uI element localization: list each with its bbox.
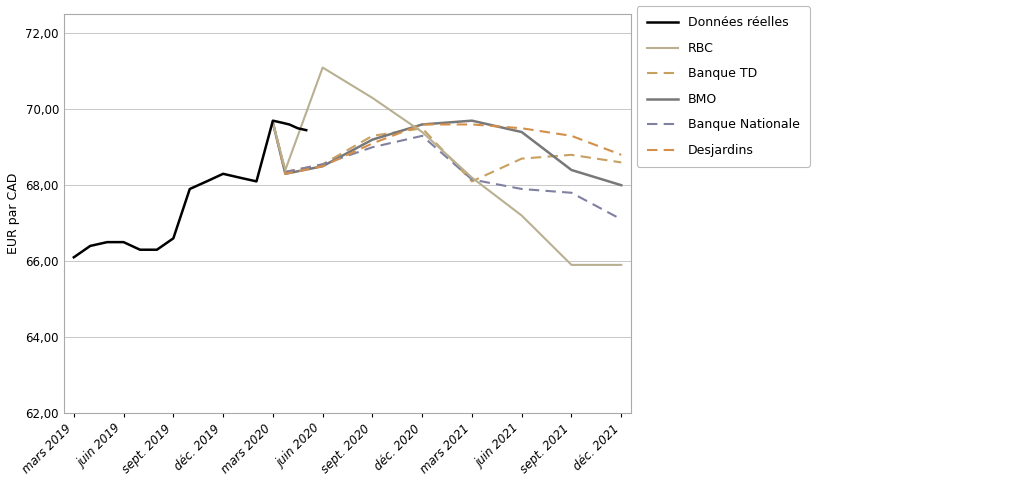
Legend: Données réelles, RBC, Banque TD, BMO, Banque Nationale, Desjardins: Données réelles, RBC, Banque TD, BMO, Ba… xyxy=(637,6,810,167)
RBC xyxy=(280,167,292,173)
Données réelles xyxy=(134,247,146,253)
BMO xyxy=(266,120,279,126)
Desjardins xyxy=(466,122,478,128)
Desjardins xyxy=(316,163,329,169)
Banque TD xyxy=(416,126,428,131)
Banque Nationale xyxy=(565,190,578,196)
Desjardins xyxy=(515,126,527,131)
Banque TD xyxy=(515,156,527,161)
Données réelles xyxy=(275,120,288,126)
Banque TD xyxy=(316,161,329,167)
Données réelles xyxy=(217,171,229,177)
Données réelles xyxy=(201,179,213,185)
Line: BMO: BMO xyxy=(272,121,622,185)
Banque Nationale xyxy=(316,161,329,167)
RBC xyxy=(466,175,478,181)
RBC xyxy=(266,120,279,126)
BMO xyxy=(466,118,478,124)
Données réelles xyxy=(292,126,304,131)
Desjardins xyxy=(565,133,578,139)
Données réelles xyxy=(68,255,80,260)
BMO xyxy=(615,182,628,188)
RBC xyxy=(367,95,379,101)
Desjardins xyxy=(280,171,292,177)
BMO xyxy=(280,171,292,177)
Banque Nationale xyxy=(466,177,478,183)
BMO xyxy=(565,167,578,173)
Line: Desjardins: Desjardins xyxy=(272,123,622,174)
Banque TD xyxy=(565,152,578,158)
RBC xyxy=(515,213,527,218)
Données réelles xyxy=(151,247,163,253)
Line: Données réelles: Données réelles xyxy=(74,121,306,257)
Banque Nationale xyxy=(266,120,279,126)
BMO xyxy=(367,137,379,142)
Desjardins xyxy=(266,120,279,126)
Line: RBC: RBC xyxy=(272,68,622,265)
BMO xyxy=(515,129,527,135)
Données réelles xyxy=(300,127,312,133)
Données réelles xyxy=(183,186,196,192)
RBC xyxy=(615,262,628,268)
Banque TD xyxy=(367,133,379,139)
RBC xyxy=(565,262,578,268)
Données réelles xyxy=(167,235,179,241)
Données réelles xyxy=(266,118,279,124)
Banque TD xyxy=(466,179,478,185)
Données réelles xyxy=(118,239,130,245)
Y-axis label: EUR par CAD: EUR par CAD xyxy=(7,173,19,255)
Banque Nationale xyxy=(416,133,428,139)
Line: Banque Nationale: Banque Nationale xyxy=(272,123,622,219)
Desjardins xyxy=(416,122,428,128)
Données réelles xyxy=(233,175,246,181)
Line: Banque TD: Banque TD xyxy=(272,123,622,182)
BMO xyxy=(316,163,329,169)
Banque Nationale xyxy=(367,144,379,150)
Banque Nationale xyxy=(615,216,628,222)
Données réelles xyxy=(101,239,114,245)
RBC xyxy=(316,65,329,71)
Données réelles xyxy=(84,243,96,249)
Données réelles xyxy=(284,122,296,128)
Desjardins xyxy=(615,152,628,158)
Banque TD xyxy=(280,169,292,175)
RBC xyxy=(416,129,428,135)
Desjardins xyxy=(367,141,379,146)
Banque Nationale xyxy=(280,169,292,175)
Banque TD xyxy=(266,120,279,126)
BMO xyxy=(416,122,428,128)
Banque TD xyxy=(615,159,628,165)
Données réelles xyxy=(250,179,262,185)
Banque Nationale xyxy=(515,186,527,192)
